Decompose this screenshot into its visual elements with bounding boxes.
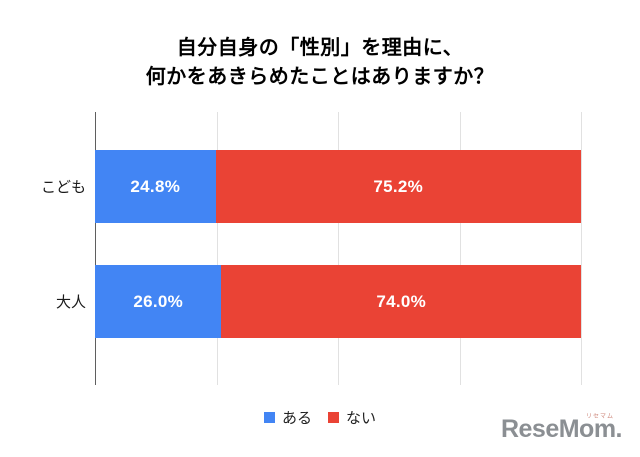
category-label-kodomo: こども xyxy=(40,179,86,196)
bar-otona: 26.0% 74.0% xyxy=(95,265,581,338)
gridline-25 xyxy=(216,112,218,385)
bar-segment-otona-aru: 26.0% xyxy=(95,265,222,338)
gridline-50 xyxy=(338,112,339,385)
bar-kodomo: 24.8% 75.2% xyxy=(95,150,581,223)
logo-ruby-text: リセマム xyxy=(585,414,614,420)
legend-swatch-aru xyxy=(263,411,275,423)
value-label-otona-aru: 26.0% xyxy=(133,291,184,311)
value-label-kodomo-nai: 75.2% xyxy=(373,176,424,196)
bar-row-otona: 大人 26.0% 74.0% xyxy=(56,265,581,338)
gridline-75 xyxy=(459,112,461,385)
plot-area: こども 24.8% 75.2% 大人 26.0% 74.0% xyxy=(41,112,582,385)
legend-item-aru: ある xyxy=(263,407,312,428)
y-axis-line xyxy=(95,112,96,385)
value-label-kodomo-aru: 24.8% xyxy=(130,176,181,196)
gridline-100 xyxy=(581,112,582,385)
bar-row-kodomo: こども 24.8% 75.2% xyxy=(41,150,581,223)
legend-item-nai: ない xyxy=(328,407,376,428)
bar-segment-otona-nai: 74.0% xyxy=(221,265,581,338)
legend-label-aru: ある xyxy=(281,409,312,427)
resemom-logo: リセマム ReseMom. xyxy=(500,414,623,449)
chart-title-line2: 何かをあきらめたことはありますか？ xyxy=(145,66,495,88)
legend: ある ない xyxy=(0,406,640,428)
bar-segment-kodomo-aru: 24.8% xyxy=(95,150,216,223)
value-label-otona-nai: 74.0% xyxy=(376,291,427,311)
chart-title-line1: 自分自身の「性別」を理由に、 xyxy=(176,37,464,59)
chart-title: 自分自身の「性別」を理由に、 何かをあきらめたことはありますか？ xyxy=(0,34,640,92)
logo-text: ReseMom. xyxy=(500,415,623,443)
legend-label-nai: ない xyxy=(346,409,377,427)
bar-segment-kodomo-nai: 75.2% xyxy=(215,150,581,223)
legend-swatch-nai xyxy=(328,411,339,423)
category-label-otona: 大人 xyxy=(55,294,86,311)
